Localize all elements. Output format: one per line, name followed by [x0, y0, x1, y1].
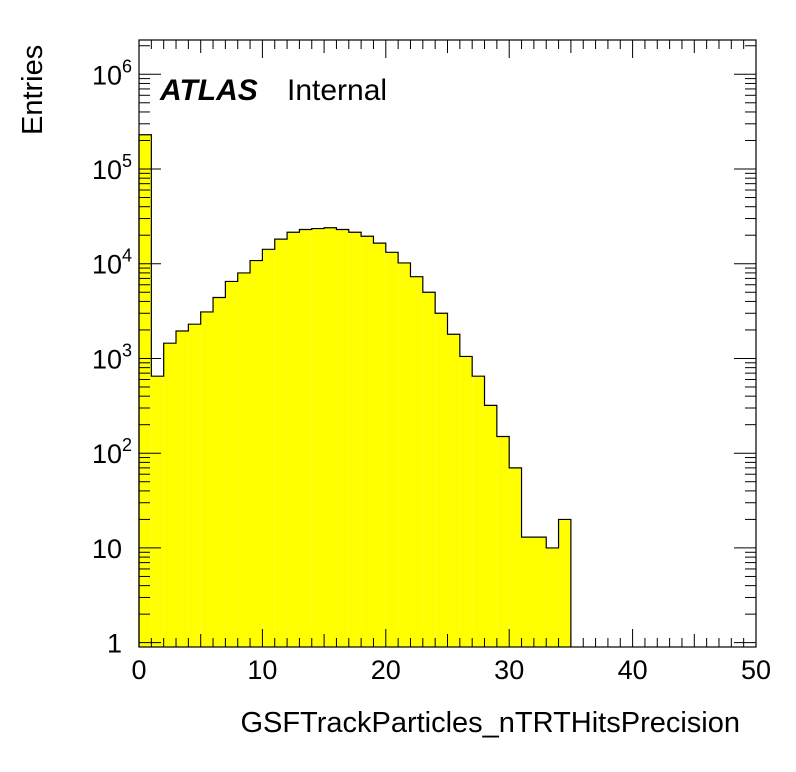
y-tick-label: 104	[92, 246, 132, 280]
histogram-bar	[287, 232, 300, 647]
histogram-bar	[422, 292, 436, 647]
x-axis-tick-labels: 0 10 20 30 40 50	[131, 655, 771, 685]
histogram-bar	[361, 236, 374, 647]
histogram-bar	[521, 537, 534, 647]
histogram-outline	[138, 134, 572, 647]
histogram-bar	[558, 519, 571, 647]
histogram-bars	[139, 134, 571, 648]
histogram-bar	[311, 228, 325, 647]
histogram-bar	[225, 281, 238, 647]
y-axis-label: Entries	[17, 45, 49, 135]
x-axis-ticks	[138, 40, 757, 647]
histogram-bar	[274, 239, 288, 647]
y-tick-label: 106	[92, 56, 132, 90]
y-tick-label: 10	[92, 534, 122, 564]
histogram-bar	[533, 537, 547, 647]
x-tick-label: 50	[741, 655, 771, 685]
histogram-bar	[496, 436, 510, 647]
histogram-bar	[151, 376, 164, 647]
x-tick-label: 20	[371, 655, 401, 685]
histogram-bar	[324, 227, 337, 648]
histogram-bar	[546, 547, 559, 647]
histogram-bar	[237, 272, 251, 647]
x-axis-label: GSFTrackParticles_nTRTHitsPrecision	[240, 707, 740, 739]
atlas-label: ATLAS	[159, 74, 258, 107]
histogram-bar	[163, 343, 177, 647]
histogram-bar	[410, 276, 423, 647]
status-label: Internal	[287, 74, 387, 107]
x-tick-label: 10	[247, 655, 277, 685]
histogram-bar	[213, 297, 226, 647]
y-tick-label: 105	[92, 151, 132, 185]
histogram-bar	[139, 134, 152, 647]
histogram-bar	[447, 334, 460, 647]
x-tick-label: 30	[494, 655, 524, 685]
histogram-bar	[459, 356, 473, 647]
histogram-bar	[472, 376, 485, 647]
histogram-bar	[398, 262, 411, 647]
y-axis-ticks	[139, 45, 756, 644]
histogram-bar	[509, 467, 522, 647]
histogram-bar	[188, 324, 201, 647]
histogram-bar	[484, 405, 497, 647]
x-tick-label: 40	[618, 655, 648, 685]
histogram-bar	[299, 229, 312, 648]
histogram-bar	[250, 260, 263, 647]
x-tick-label: 0	[131, 655, 146, 685]
y-tick-label: 102	[92, 435, 132, 469]
histogram-bar	[348, 232, 362, 647]
histogram-bar	[385, 252, 399, 647]
histogram-bar	[176, 330, 189, 647]
histogram-bar	[336, 229, 349, 648]
histogram-bar	[373, 243, 386, 647]
histogram-bar	[262, 249, 275, 647]
histogram-bar	[200, 311, 214, 647]
histogram-bar	[435, 313, 448, 647]
y-axis-tick-labels: 1 10 102 103 104 105 106	[92, 56, 132, 658]
y-tick-label: 103	[92, 340, 132, 374]
y-tick-label: 1	[107, 629, 122, 659]
